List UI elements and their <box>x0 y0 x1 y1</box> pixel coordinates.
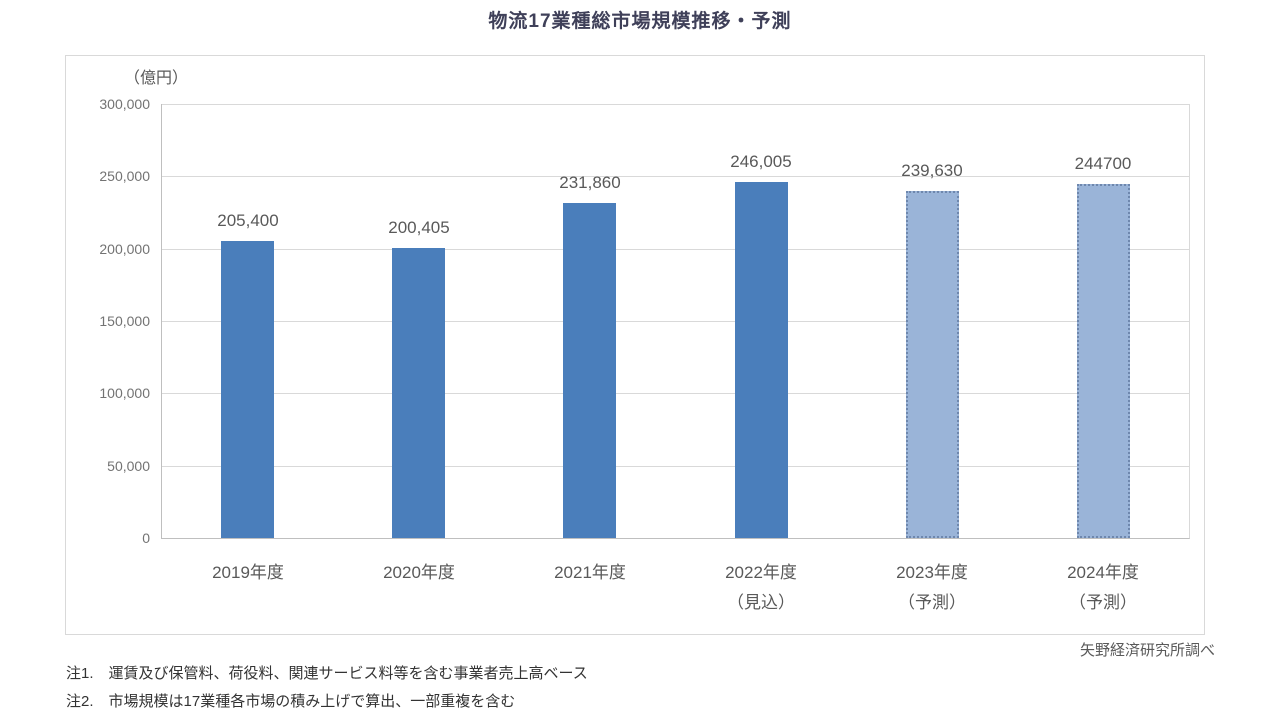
gridline <box>162 321 1189 322</box>
x-tick-label-qualifier: （予測） <box>898 593 966 612</box>
x-tick-label-qualifier: （見込） <box>727 593 795 612</box>
x-tick-label-year: 2021年度 <box>554 563 626 582</box>
y-tick-label: 250,000 <box>99 168 150 184</box>
bar <box>392 248 445 538</box>
bar-value-label: 239,630 <box>901 161 963 180</box>
bar-value-label: 200,405 <box>388 218 450 237</box>
x-tick-label: 2021年度 <box>500 558 680 588</box>
bar-forecast <box>906 191 959 538</box>
x-tick-label-year: 2024年度 <box>1067 563 1139 582</box>
x-tick-label: 2019年度 <box>158 558 338 588</box>
y-tick-label: 0 <box>142 530 150 546</box>
x-tick-label: 2022年度 （見込） <box>671 558 851 618</box>
bar <box>221 241 274 538</box>
gridline <box>162 249 1189 250</box>
x-tick-label: 2023年度 （予測） <box>842 558 1022 618</box>
plot-area: 300,000 250,000 200,000 150,000 100,000 50,00… <box>99 96 1190 612</box>
bar-value-label: 205,400 <box>217 211 279 230</box>
bar <box>563 203 616 538</box>
y-tick-label: 150,000 <box>99 313 150 329</box>
y-tick-label: 50,000 <box>107 458 150 474</box>
bar <box>735 182 788 538</box>
x-tick-label-year: 2022年度 <box>725 563 797 582</box>
bar-value-label: 244700 <box>1074 154 1132 173</box>
x-tick-label-year: 2020年度 <box>383 563 455 582</box>
bar-forecast <box>1077 184 1130 538</box>
bar-value-label: 231,860 <box>559 173 621 192</box>
x-tick-label-year: 2023年度 <box>896 563 968 582</box>
footnote-2: 注2. 市場規模は17業種各市場の積み上げで算出、一部重複を含む <box>66 693 516 710</box>
x-tick-label: 2020年度 <box>329 558 509 588</box>
x-tick-label: 2024年度 （予測） <box>1013 558 1193 618</box>
gridline <box>162 466 1189 467</box>
y-axis-unit-label: （億円） <box>124 70 189 87</box>
footnote-1: 注1. 運賃及び保管料、荷役料、関連サービス料等を含む事業者売上高ベース <box>66 665 588 682</box>
gridline <box>162 393 1189 394</box>
gridline <box>162 104 1189 105</box>
y-tick-label: 100,000 <box>99 385 150 401</box>
bar-value-label: 246,005 <box>730 152 792 171</box>
y-tick-label: 300,000 <box>99 96 150 112</box>
footnotes: 注1. 運賃及び保管料、荷役料、関連サービス料等を含む事業者売上高ベース 注2.… <box>66 660 588 716</box>
source-credit: 矢野経済研究所調べ <box>1079 642 1215 659</box>
x-tick-label-year: 2019年度 <box>212 563 284 582</box>
chart-title: 物流17業種総市場規模推移・予測 <box>488 11 792 32</box>
x-tick-label-qualifier: （予測） <box>1069 593 1137 612</box>
gridline <box>162 176 1189 177</box>
y-tick-label: 200,000 <box>99 241 150 257</box>
chart-frame: （億円） 300,000 250,000 200,000 150,000 100,000… <box>65 55 1205 635</box>
